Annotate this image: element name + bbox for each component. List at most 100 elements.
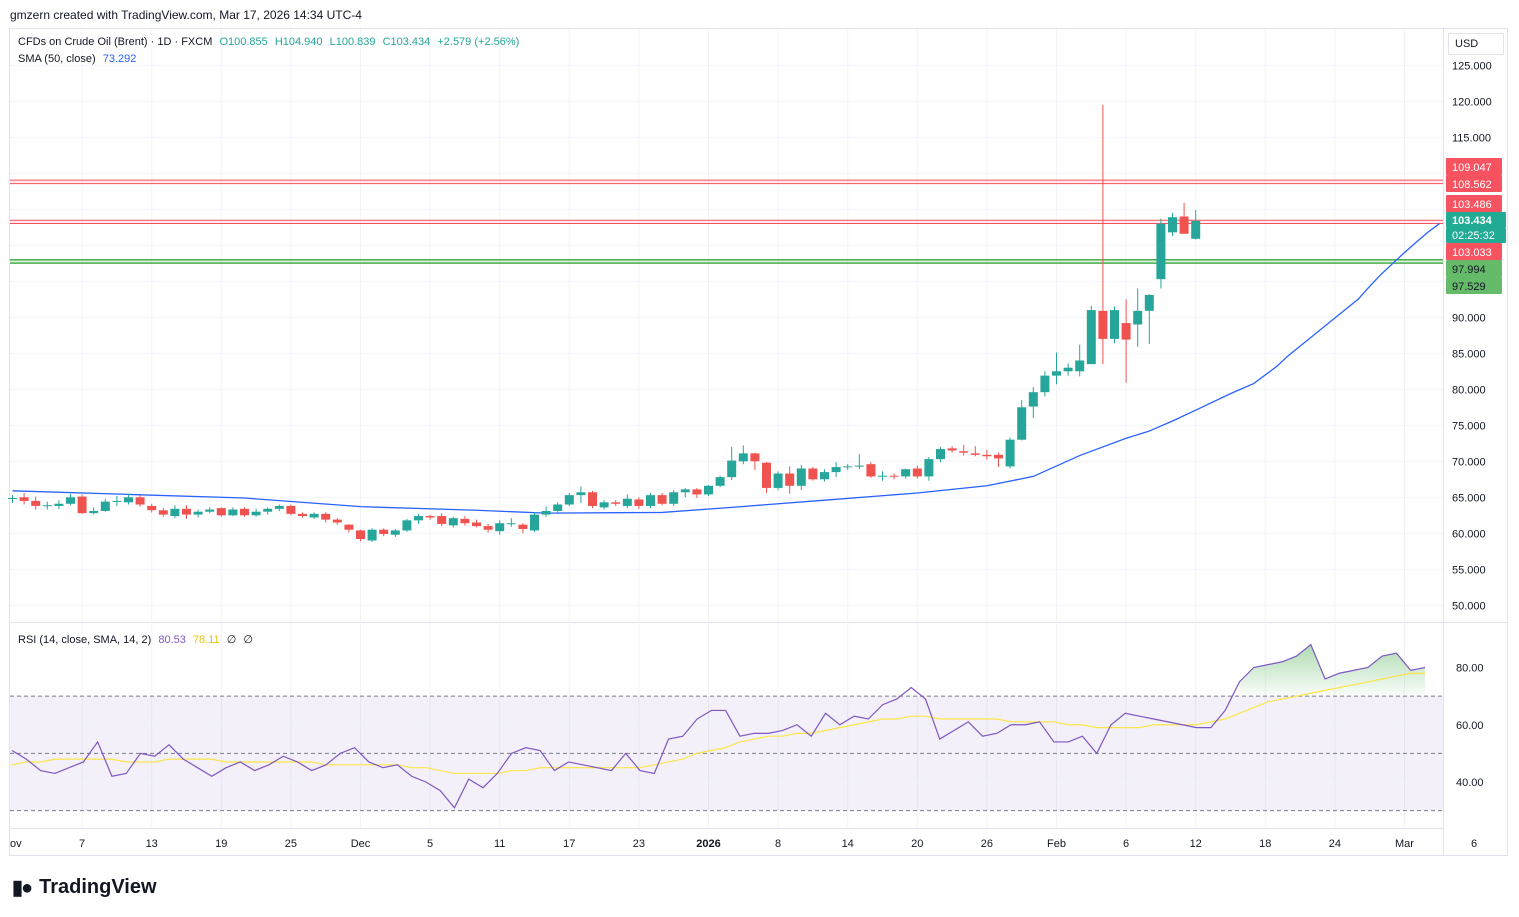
candle-body[interactable] xyxy=(727,460,737,478)
candle-body[interactable] xyxy=(8,498,17,500)
candle-body[interactable] xyxy=(77,496,87,514)
candle-body[interactable] xyxy=(901,469,911,477)
candle-body[interactable] xyxy=(448,518,458,526)
candle-body[interactable] xyxy=(970,453,980,455)
candle-body[interactable] xyxy=(112,500,122,502)
candle-body[interactable] xyxy=(274,505,284,509)
candle-body[interactable] xyxy=(414,516,423,521)
candle-body[interactable] xyxy=(982,454,992,457)
candle-body[interactable] xyxy=(1168,217,1177,233)
candle-body[interactable] xyxy=(379,529,389,535)
sma-label[interactable]: SMA (50, close) xyxy=(18,53,96,65)
candle-body[interactable] xyxy=(472,522,481,527)
candle-body[interactable] xyxy=(541,510,551,515)
candle-body[interactable] xyxy=(402,520,412,531)
candle-body[interactable] xyxy=(66,497,75,504)
candle-body[interactable] xyxy=(298,513,307,517)
candle-body[interactable] xyxy=(506,523,516,525)
candle-body[interactable] xyxy=(854,465,864,467)
candle-body[interactable] xyxy=(286,505,296,514)
candle-body[interactable] xyxy=(193,511,203,515)
candle-body[interactable] xyxy=(738,453,748,462)
candle-body[interactable] xyxy=(100,501,110,511)
candle-body[interactable] xyxy=(866,464,876,477)
candle-body[interactable] xyxy=(924,459,934,477)
candle-body[interactable] xyxy=(518,524,528,529)
candle-body[interactable] xyxy=(1086,310,1096,365)
candle-body[interactable] xyxy=(356,530,365,540)
candle-body[interactable] xyxy=(576,492,586,496)
candle-body[interactable] xyxy=(240,508,249,516)
candle-body[interactable] xyxy=(1133,310,1143,325)
candle-body[interactable] xyxy=(321,513,331,520)
candle-body[interactable] xyxy=(715,477,725,486)
candle-body[interactable] xyxy=(530,514,539,531)
candle-body[interactable] xyxy=(1156,223,1166,280)
sma-line[interactable] xyxy=(12,223,1440,514)
candle-body[interactable] xyxy=(124,497,133,503)
candle-body[interactable] xyxy=(1098,310,1108,339)
candle-body[interactable] xyxy=(216,508,226,516)
candle-body[interactable] xyxy=(785,473,795,486)
candle-body[interactable] xyxy=(553,504,563,511)
candle-body[interactable] xyxy=(750,453,760,462)
candle-body[interactable] xyxy=(1005,439,1015,467)
candle-body[interactable] xyxy=(634,499,644,506)
candle-body[interactable] xyxy=(182,508,191,515)
candle-body[interactable] xyxy=(704,485,713,495)
candle-body[interactable] xyxy=(135,497,145,505)
candle-body[interactable] xyxy=(796,468,806,486)
candle-body[interactable] xyxy=(936,449,945,460)
candle-body[interactable] xyxy=(437,516,447,524)
rsi-ma-line[interactable] xyxy=(11,672,1425,775)
candle-body[interactable] xyxy=(1191,220,1201,239)
candle-body[interactable] xyxy=(1075,360,1085,372)
candle-body[interactable] xyxy=(460,518,470,524)
candle-body[interactable] xyxy=(147,505,157,511)
candle-body[interactable] xyxy=(495,523,505,532)
candle-body[interactable] xyxy=(89,510,99,514)
candle-body[interactable] xyxy=(843,466,853,468)
candle-body[interactable] xyxy=(622,498,632,506)
candle-body[interactable] xyxy=(31,500,41,506)
candle-body[interactable] xyxy=(483,526,493,530)
candle-body[interactable] xyxy=(564,495,574,505)
candle-body[interactable] xyxy=(332,519,342,523)
candle-body[interactable] xyxy=(390,530,400,535)
candle-body[interactable] xyxy=(205,509,215,512)
candle-body[interactable] xyxy=(611,502,621,504)
candle-body[interactable] xyxy=(1121,323,1131,340)
candle-body[interactable] xyxy=(263,508,273,512)
candle-body[interactable] xyxy=(994,454,1003,459)
candle-body[interactable] xyxy=(1063,367,1073,372)
candle-body[interactable] xyxy=(588,492,597,506)
candle-body[interactable] xyxy=(669,492,679,504)
candle-body[interactable] xyxy=(889,475,899,477)
candle-body[interactable] xyxy=(878,475,887,477)
candle-body[interactable] xyxy=(762,462,771,488)
candle-body[interactable] xyxy=(959,451,969,453)
candle-body[interactable] xyxy=(309,513,319,518)
candle-body[interactable] xyxy=(1028,392,1038,407)
candle-body[interactable] xyxy=(170,508,180,517)
candle-body[interactable] xyxy=(657,495,667,504)
candle-body[interactable] xyxy=(228,509,238,516)
candle-body[interactable] xyxy=(808,468,818,480)
candle-body[interactable] xyxy=(251,511,261,516)
candle-body[interactable] xyxy=(831,467,841,473)
candle-body[interactable] xyxy=(344,524,354,530)
candle-body[interactable] xyxy=(42,505,52,507)
candle-body[interactable] xyxy=(912,468,922,477)
candle-body[interactable] xyxy=(19,497,29,501)
currency-selector[interactable]: USD xyxy=(1448,33,1504,55)
candle-body[interactable] xyxy=(646,495,655,506)
candle-body[interactable] xyxy=(1040,375,1050,393)
rsi-line[interactable] xyxy=(11,643,1426,809)
candle-body[interactable] xyxy=(1052,371,1061,376)
candle-body[interactable] xyxy=(1110,310,1119,339)
candle-body[interactable] xyxy=(820,472,829,480)
candle-body[interactable] xyxy=(773,473,783,488)
candle-body[interactable] xyxy=(947,448,957,451)
candle-body[interactable] xyxy=(680,489,690,493)
